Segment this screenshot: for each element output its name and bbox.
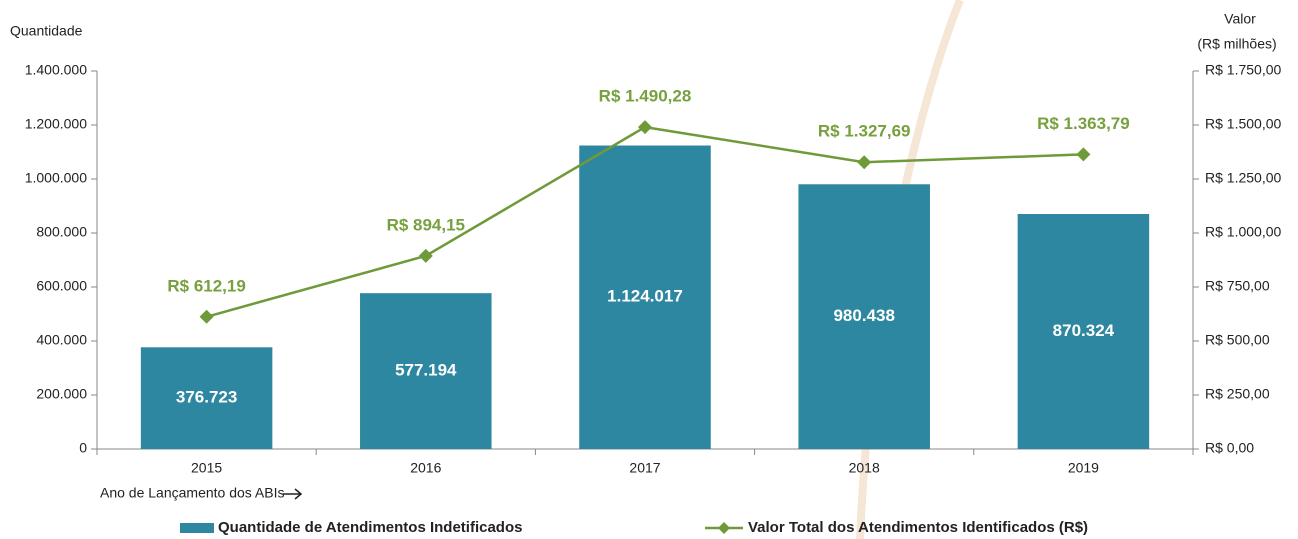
y2-tick-label: R$ 750,00: [1205, 278, 1270, 294]
y2-tick-label: R$ 500,00: [1205, 332, 1270, 348]
bar-value-label: 870.324: [1053, 321, 1115, 340]
line-value-label: R$ 894,15: [387, 215, 465, 234]
bar: [1017, 214, 1150, 449]
x-tick-label: 2015: [191, 460, 222, 476]
y2-tick-label: R$ 250,00: [1205, 386, 1270, 402]
line-value-label: R$ 1.327,69: [818, 122, 911, 141]
y-tick-label: 1.400.000: [25, 62, 87, 78]
bar-value-label: 1.124.017: [607, 287, 683, 306]
y-tick-label: 1.000.000: [25, 170, 87, 186]
line-marker: [638, 120, 652, 135]
y2-axis-label: (R$ milhões): [1197, 36, 1276, 52]
legend-label: Valor Total dos Atendimentos Identificad…: [748, 519, 1088, 536]
x-tick-label: 2017: [629, 460, 660, 476]
y-axis-label: Quantidade: [10, 23, 83, 39]
bar: [579, 145, 711, 449]
x-axis-arrow: [283, 488, 303, 500]
line-marker: [199, 309, 214, 324]
y-tick-label: 1.200.000: [25, 116, 87, 132]
y2-tick-label: R$ 1.000,00: [1205, 224, 1281, 240]
bar-value-label: 980.438: [833, 306, 894, 325]
y2-tick-label: R$ 1.500,00: [1205, 116, 1281, 132]
line-marker: [1076, 147, 1091, 162]
bar-value-label: 577.194: [395, 361, 457, 380]
y2-tick-label: R$ 1.250,00: [1205, 170, 1281, 186]
x-tick-label: 2018: [849, 460, 880, 476]
y-tick-label: 800.000: [36, 224, 87, 240]
bar-value-label: 376.723: [176, 388, 237, 407]
legend-label: Quantidade de Atendimentos Indetificados: [218, 519, 522, 536]
bar: [798, 184, 930, 449]
bar: [360, 293, 492, 449]
line-value-label: R$ 612,19: [167, 276, 245, 295]
line-marker: [857, 155, 872, 170]
x-tick-label: 2019: [1068, 460, 1099, 476]
y-tick-label: 600.000: [36, 278, 87, 294]
line-value-label: R$ 1.490,28: [599, 87, 692, 106]
y2-axis-label: Valor: [1224, 11, 1256, 27]
x-tick-label: 2016: [410, 460, 441, 476]
bar: [140, 347, 273, 449]
y-tick-label: 400.000: [36, 332, 87, 348]
y2-tick-label: R$ 0,00: [1205, 440, 1254, 456]
legend-swatch: [718, 522, 730, 534]
y-tick-label: 0: [79, 440, 87, 456]
x-axis-label: Ano de Lançamento dos ABIs: [100, 485, 284, 501]
legend-swatch: [180, 523, 214, 533]
y-tick-label: 200.000: [36, 386, 87, 402]
y2-tick-label: R$ 1.750,00: [1205, 62, 1281, 78]
line-marker: [418, 248, 433, 263]
line-value-label: R$ 1.363,79: [1037, 114, 1130, 133]
